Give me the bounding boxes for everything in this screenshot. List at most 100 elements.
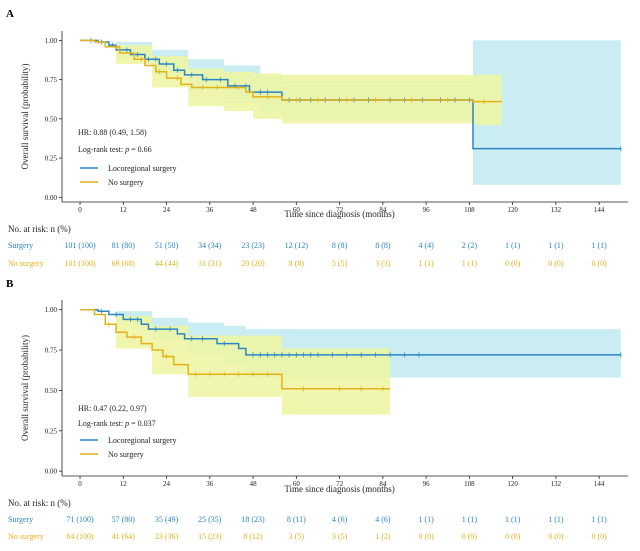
risk-cell-no-surgery: 15 (23) bbox=[198, 532, 222, 541]
risk-cell-no-surgery: 41 (64) bbox=[112, 532, 136, 541]
y-axis-title: Overall survival (probability) bbox=[20, 64, 30, 170]
risk-cell-surgery: 51 (50) bbox=[155, 241, 179, 250]
x-tick-label: 12 bbox=[120, 480, 128, 488]
risk-cell-no-surgery: 3 (3) bbox=[375, 259, 391, 268]
x-tick-label: 24 bbox=[163, 480, 171, 488]
risk-row-label-no-surgery: No surgery bbox=[8, 532, 44, 541]
logrank-p-symbol: p bbox=[124, 145, 129, 154]
risk-cell-surgery: 1 (1) bbox=[505, 241, 521, 250]
x-tick-label: 60 bbox=[293, 480, 301, 488]
ci-band-no-surgery bbox=[80, 309, 391, 415]
x-tick-label: 12 bbox=[120, 206, 128, 214]
risk-cell-no-surgery: 0 (0) bbox=[591, 532, 607, 541]
risk-row-label-surgery: Surgery bbox=[8, 241, 33, 250]
risk-cell-no-surgery: 5 (5) bbox=[332, 259, 348, 268]
risk-cell-no-surgery: 0 (0) bbox=[548, 259, 564, 268]
risk-cell-surgery: 1 (1) bbox=[505, 515, 521, 524]
risk-cell-surgery: 1 (1) bbox=[462, 515, 478, 524]
risk-cell-no-surgery: 0 (0) bbox=[505, 259, 521, 268]
risk-cell-no-surgery: 23 (36) bbox=[155, 532, 179, 541]
risk-row-label-no-surgery: No surgery bbox=[8, 259, 44, 268]
x-tick-label: 144 bbox=[594, 480, 605, 488]
legend-label-no-surgery: No surgery bbox=[108, 450, 144, 459]
logrank-p-symbol: p bbox=[124, 419, 129, 428]
risk-cell-surgery: 4 (6) bbox=[375, 515, 391, 524]
risk-cell-no-surgery: 20 (20) bbox=[241, 259, 265, 268]
panel-b: B 0.00 0.25 0.50 0.75 1.00 0 12 24 36 48 60 72 84 96 10… bbox=[6, 278, 628, 541]
risk-table-title: No. at risk: n (%) bbox=[8, 498, 71, 508]
risk-cell-no-surgery: 8 (8) bbox=[289, 259, 305, 268]
x-tick-label: 84 bbox=[379, 480, 387, 488]
risk-cell-surgery: 2 (2) bbox=[462, 241, 478, 250]
x-tick-label: 132 bbox=[551, 206, 562, 214]
risk-cell-surgery: 35 (49) bbox=[155, 515, 179, 524]
risk-cell-no-surgery: 0 (0) bbox=[591, 259, 607, 268]
x-tick-label: 48 bbox=[250, 480, 258, 488]
x-tick-label: 36 bbox=[206, 206, 214, 214]
y-tick-label: 0.50 bbox=[45, 387, 58, 395]
x-tick-label: 36 bbox=[206, 480, 214, 488]
x-tick-label: 108 bbox=[464, 206, 475, 214]
y-tick-label: 0.00 bbox=[45, 468, 58, 476]
x-tick-label: 132 bbox=[551, 480, 562, 488]
legend-label-surgery: Locoregional surgery bbox=[108, 164, 177, 173]
risk-cell-no-surgery: 1 (1) bbox=[462, 259, 478, 268]
x-tick-label: 24 bbox=[163, 206, 171, 214]
hazard-ratio-text: HR: 0.88 (0.49, 1.58) bbox=[78, 128, 147, 137]
risk-cell-surgery: 4 (4) bbox=[418, 241, 434, 250]
y-tick-label: 1.00 bbox=[45, 306, 58, 314]
ci-band-surgery bbox=[80, 309, 621, 378]
y-tick-label: 0.50 bbox=[45, 115, 58, 123]
y-tick-label: 0.00 bbox=[45, 194, 58, 202]
logrank-value: = 0.037 bbox=[129, 419, 156, 428]
x-tick-label: 96 bbox=[423, 206, 431, 214]
logrank-value: = 0.66 bbox=[129, 145, 152, 154]
risk-cell-no-surgery: 0 (0) bbox=[548, 532, 564, 541]
risk-cell-no-surgery: 3 (5) bbox=[289, 532, 305, 541]
risk-cell-surgery: 4 (6) bbox=[332, 515, 348, 524]
risk-cell-surgery: 23 (23) bbox=[241, 241, 265, 250]
y-tick-label: 0.25 bbox=[45, 427, 58, 435]
x-tick-label: 120 bbox=[507, 480, 518, 488]
logrank-text: Log-rank test: p = 0.037 bbox=[78, 419, 156, 428]
panel-letter: B bbox=[6, 278, 14, 290]
y-tick-label: 0.75 bbox=[45, 347, 58, 355]
risk-cell-no-surgery: 1 (1) bbox=[418, 259, 434, 268]
risk-cell-surgery: 1 (1) bbox=[548, 241, 564, 250]
panel-a: A 0.00 0.25 0.50 0.75 1.00 0 12 24 36 48 60 72 84 96 10… bbox=[6, 8, 628, 268]
risk-cell-no-surgery: 1 (2) bbox=[375, 532, 391, 541]
risk-cell-surgery: 81 (80) bbox=[112, 241, 136, 250]
x-tick-label: 84 bbox=[379, 206, 387, 214]
risk-cell-surgery: 1 (1) bbox=[548, 515, 564, 524]
y-tick-label: 0.75 bbox=[45, 76, 58, 84]
risk-cell-surgery: 1 (1) bbox=[418, 515, 434, 524]
risk-cell-no-surgery: 69 (68) bbox=[112, 259, 136, 268]
risk-cell-surgery: 57 (80) bbox=[112, 515, 136, 524]
risk-cell-surgery: 71 (100) bbox=[66, 515, 94, 524]
risk-cell-surgery: 8 (8) bbox=[375, 241, 391, 250]
risk-cell-no-surgery: 101 (100) bbox=[64, 259, 96, 268]
x-axis-title: Time since diagnosis (months) bbox=[284, 209, 394, 219]
x-tick-label: 96 bbox=[423, 480, 431, 488]
km-curve-no-surgery bbox=[80, 308, 391, 390]
km-curve-surgery bbox=[80, 308, 621, 356]
risk-cell-no-surgery: 0 (0) bbox=[462, 532, 478, 541]
risk-cell-surgery: 1 (1) bbox=[591, 241, 607, 250]
ci-band-no-surgery bbox=[80, 40, 502, 126]
panel-letter: A bbox=[6, 8, 14, 20]
x-tick-label: 60 bbox=[293, 206, 301, 214]
x-tick-label: 0 bbox=[78, 206, 82, 214]
risk-cell-surgery: 12 (12) bbox=[285, 241, 309, 250]
risk-cell-surgery: 18 (23) bbox=[241, 515, 265, 524]
x-tick-label: 144 bbox=[594, 206, 605, 214]
risk-cell-surgery: 8 (8) bbox=[332, 241, 348, 250]
risk-cell-surgery: 25 (35) bbox=[198, 515, 222, 524]
legend-label-no-surgery: No surgery bbox=[108, 178, 144, 187]
risk-cell-surgery: 101 (100) bbox=[64, 241, 96, 250]
logrank-text: Log-rank test: p = 0.66 bbox=[78, 145, 152, 154]
x-axis-title: Time since diagnosis (months) bbox=[284, 484, 394, 494]
x-tick-label: 0 bbox=[78, 480, 82, 488]
risk-cell-no-surgery: 8 (12) bbox=[243, 532, 263, 541]
logrank-prefix: Log-rank test: bbox=[78, 145, 125, 154]
